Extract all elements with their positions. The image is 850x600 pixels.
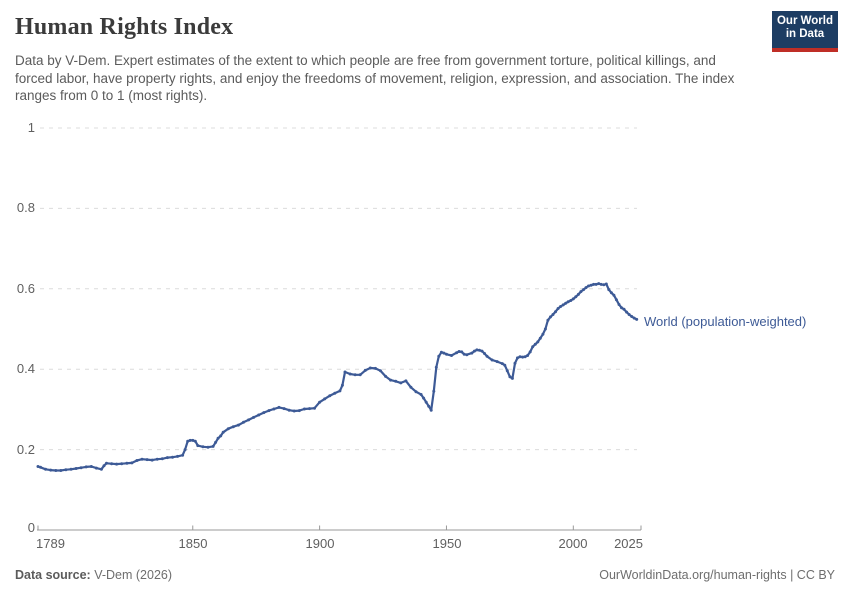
series-label-world: World (population-weighted) — [644, 314, 807, 329]
x-tick-label: 2025 — [614, 536, 643, 551]
y-tick-label: 1 — [27, 120, 35, 135]
y-tick-label: 0.8 — [16, 200, 35, 215]
data-source-label: Data source: — [15, 568, 91, 582]
citation-link[interactable]: OurWorldinData.org/human-rights | CC BY — [599, 568, 835, 582]
owid-logo-line2: in Data — [785, 28, 825, 40]
x-tick-label: 2000 — [558, 536, 588, 551]
y-tick-label: 0.2 — [16, 442, 35, 457]
x-tick-label: 1850 — [178, 536, 208, 551]
x-tick-label: 1900 — [305, 536, 335, 551]
y-tick-label: 0 — [27, 520, 35, 535]
y-tick-label: 0.4 — [16, 361, 35, 376]
data-source-value: V-Dem (2026) — [90, 568, 173, 582]
data-source-note: Data source: V-Dem (2026) — [15, 568, 172, 582]
owid-logo[interactable]: Our World in Data — [772, 11, 838, 52]
x-tick-label: 1789 — [36, 536, 65, 551]
y-tick-label: 0.6 — [16, 281, 35, 296]
x-tick-label: 1950 — [432, 536, 462, 551]
page-title: Human Rights Index — [15, 14, 234, 40]
owid-logo-line1: Our World — [776, 15, 833, 27]
chart-subtitle: Data by V-Dem. Expert estimates of the e… — [15, 53, 735, 103]
